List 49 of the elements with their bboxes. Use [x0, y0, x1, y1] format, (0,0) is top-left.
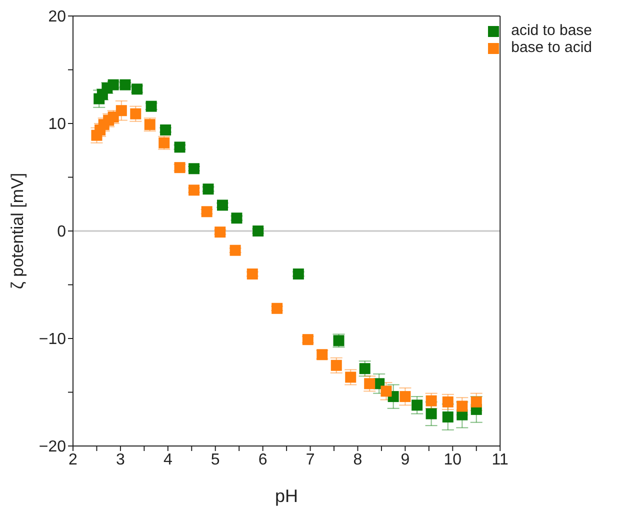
- point: [442, 396, 454, 408]
- point: [412, 400, 423, 411]
- x-tick-label: 11: [492, 451, 509, 468]
- point: [292, 268, 304, 280]
- point: [174, 142, 186, 153]
- point: [359, 363, 370, 374]
- x-tick-label: 10: [444, 451, 462, 468]
- x-axis-title: pH: [275, 486, 298, 506]
- point: [426, 408, 437, 420]
- x-tick-label: 2: [68, 451, 78, 468]
- y-axis-title: ζ potential [mV]: [8, 172, 28, 290]
- legend-label: acid to base: [511, 22, 592, 39]
- y-tick-label: 10: [48, 116, 66, 134]
- y-tick-label: −20: [38, 438, 66, 456]
- point: [380, 386, 392, 397]
- point: [246, 268, 258, 280]
- point: [201, 206, 212, 218]
- point: [442, 411, 454, 422]
- point: [470, 396, 482, 408]
- point: [330, 360, 342, 371]
- x-tick-label: 9: [400, 451, 410, 468]
- x-tick-label: 3: [116, 451, 126, 468]
- point: [188, 163, 200, 174]
- y-tick-label: 0: [57, 224, 66, 241]
- legend-label: base to acid: [511, 39, 592, 56]
- point: [231, 212, 242, 224]
- point: [160, 124, 172, 136]
- point: [214, 226, 226, 238]
- x-tick-label: 5: [210, 451, 220, 468]
- point: [130, 108, 142, 120]
- point: [116, 105, 127, 116]
- point: [252, 226, 264, 236]
- point: [456, 400, 468, 412]
- point: [302, 334, 314, 346]
- point: [216, 200, 228, 211]
- point: [272, 302, 283, 314]
- point: [364, 378, 376, 390]
- x-tick-label: 4: [163, 451, 172, 468]
- y-tick-label: −10: [38, 331, 66, 348]
- point: [345, 372, 356, 383]
- x-tick-label: 8: [353, 451, 362, 468]
- x-tick-label: 7: [306, 451, 315, 468]
- point: [202, 184, 214, 195]
- x-tick-label: 6: [258, 451, 268, 468]
- point: [188, 184, 200, 196]
- point: [426, 395, 437, 406]
- point: [400, 391, 411, 402]
- y-tick-label: 20: [48, 8, 66, 26]
- point: [230, 244, 241, 256]
